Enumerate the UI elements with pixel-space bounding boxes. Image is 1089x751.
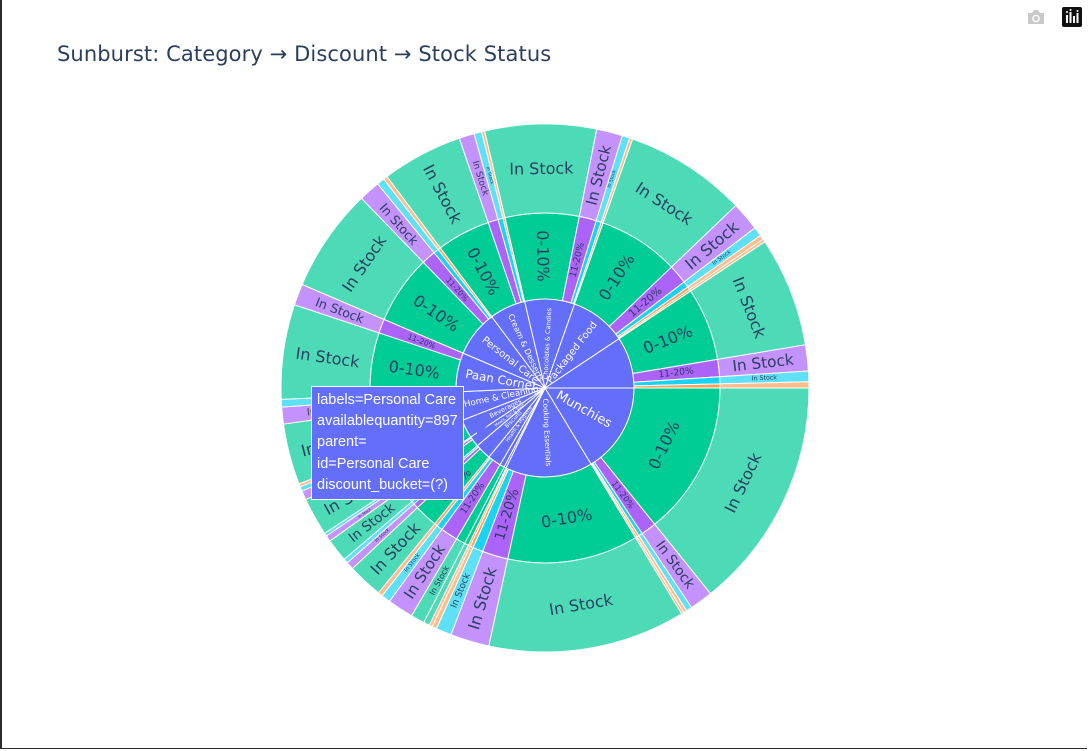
tooltip-line-id: id=Personal Care — [317, 455, 430, 472]
tooltip-line-discount: discount_bucket=(?) — [317, 476, 448, 493]
camera-icon[interactable] — [1025, 6, 1047, 28]
tooltip-line-quantity: availablequantity=897 — [317, 413, 458, 430]
chart-title: Sunburst: Category → Discount → Stock St… — [57, 42, 552, 66]
tooltip-line-parent: parent= — [317, 434, 367, 451]
tooltip-arrow — [477, 414, 488, 436]
stock-chocolates-candies-0-10[interactable] — [484, 123, 598, 219]
plotly-logo-icon[interactable] — [1061, 6, 1083, 28]
tooltip-line-labels: labels=Personal Care — [317, 392, 457, 408]
stock-snacks-31-40[interactable] — [719, 381, 810, 389]
modebar — [1025, 6, 1083, 28]
hover-tooltip: labels=Personal Care availablequantity=8… — [311, 386, 464, 501]
